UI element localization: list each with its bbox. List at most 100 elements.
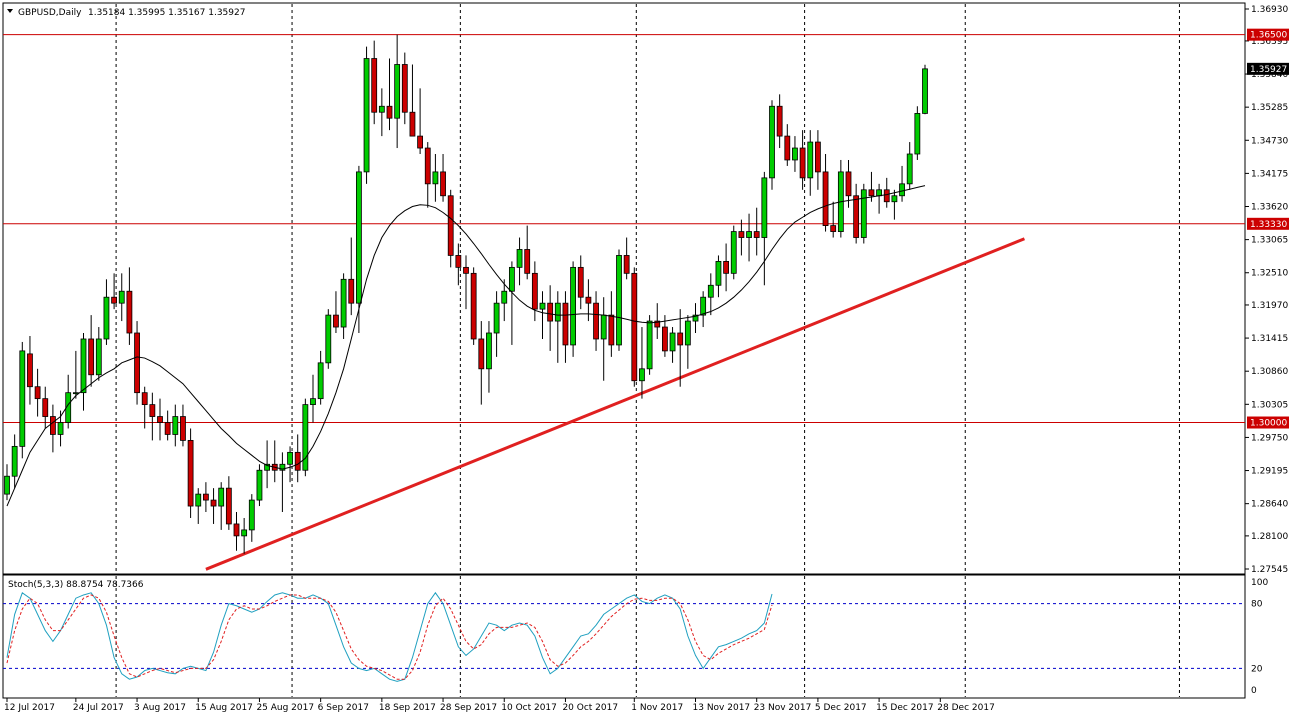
candle-up (95, 338, 102, 376)
candle-down (164, 422, 171, 435)
candle-up (554, 302, 561, 322)
price-tick-label: 1.31970 (1251, 301, 1288, 311)
candle-down (210, 499, 217, 507)
candle-down (111, 296, 117, 304)
candle-up (914, 113, 921, 155)
candle-down (333, 314, 339, 328)
stoch-tick-label: 80 (1251, 600, 1263, 610)
candle-down (409, 111, 416, 137)
candle-up (279, 463, 286, 471)
candle-down (294, 451, 301, 471)
time-tick-label: 20 Oct 2017 (562, 703, 618, 713)
price-tick-label: 1.32510 (1251, 269, 1288, 279)
time-tick-label: 28 Dec 2017 (937, 703, 995, 713)
candle-up (769, 105, 775, 179)
candle-down (141, 392, 148, 406)
candle-down (50, 416, 56, 435)
time-tick-label: 15 Aug 2017 (195, 703, 253, 713)
candle-down (577, 266, 584, 298)
candle-down (776, 105, 783, 137)
candle-down (868, 189, 875, 197)
candle-up (922, 68, 928, 114)
candle-down (654, 320, 661, 328)
time-tick-label: 1 Nov 2017 (631, 703, 683, 713)
candle-up (195, 493, 202, 507)
time-tick-label: 12 Jul 2017 (4, 703, 55, 713)
candle-up (378, 105, 385, 113)
candle-up (516, 249, 523, 268)
horizontal-levels (3, 34, 1245, 424)
level-label: 1.33330 (1250, 220, 1287, 230)
candle-up (616, 255, 622, 346)
level-label-box (1247, 28, 1289, 41)
candle-up (325, 314, 332, 364)
candle-up (539, 302, 546, 310)
moving-average-layer (6, 185, 926, 507)
candle-down (799, 147, 806, 179)
price-tick-label: 1.28100 (1251, 532, 1288, 542)
candle-down (723, 261, 729, 274)
candle-down (845, 171, 852, 197)
candle-down (202, 493, 209, 501)
candle-up (355, 171, 362, 304)
candle-up (807, 141, 814, 179)
time-tick-label: 13 Nov 2017 (693, 703, 751, 713)
time-tick-label: 28 Sep 2017 (440, 703, 497, 713)
candle-up (256, 469, 263, 501)
chevron-down-icon[interactable] (7, 9, 13, 13)
level-label: 1.36500 (1250, 31, 1287, 41)
candle-down (562, 302, 569, 346)
price-tick-label: 1.29750 (1251, 433, 1288, 443)
candle-down (42, 398, 49, 417)
candle-down (187, 440, 194, 507)
candle-up (19, 350, 26, 447)
trendline-layer (205, 237, 1026, 571)
candle-up (493, 302, 500, 334)
stoch-tick-label: 20 (1251, 664, 1263, 674)
candle-up (906, 153, 913, 185)
candle-up (363, 58, 370, 173)
candle-down (440, 171, 446, 197)
current-price-label: 1.35927 (1250, 65, 1287, 75)
candle-down (784, 135, 791, 161)
candle-down (738, 231, 745, 238)
candle-down (371, 58, 378, 113)
candle-down (677, 332, 684, 346)
time-tick-label: 25 Aug 2017 (256, 703, 314, 713)
time-tick-label: 23 Nov 2017 (754, 703, 812, 713)
candle-down (470, 272, 477, 340)
level-label-box (1247, 416, 1289, 429)
stochastic-layer: 100 80 20 0 (3, 578, 1268, 696)
candle-up (340, 278, 347, 328)
candles-layer (4, 34, 928, 554)
candle-down (225, 487, 232, 525)
candle-down (386, 105, 393, 119)
current-price-label-box (1247, 62, 1289, 75)
candle-down (608, 314, 615, 346)
price-tick-label: 1.35285 (1251, 103, 1288, 113)
candle-up (302, 404, 309, 471)
candle-down (157, 416, 163, 423)
candle-up (646, 320, 653, 370)
price-tick-label: 1.33065 (1251, 236, 1288, 246)
candle-down (883, 189, 890, 203)
candle-down (753, 231, 760, 238)
candle-up (11, 445, 18, 477)
price-tick-label: 1.34730 (1251, 136, 1288, 146)
candle-down (180, 416, 186, 441)
candle-up (310, 398, 316, 406)
candle-down (524, 249, 531, 274)
time-tick-label: 3 Aug 2017 (134, 703, 186, 713)
time-tick-label: 10 Oct 2017 (501, 703, 557, 713)
candle-down (662, 326, 668, 352)
candle-down (401, 64, 408, 113)
price-tick-label: 1.30305 (1251, 400, 1288, 410)
time-axis: 12 Jul 2017 24 Jul 2017 3 Aug 2017 15 Aug 2… (4, 698, 995, 713)
candle-down (149, 404, 156, 417)
candle-up (172, 416, 179, 435)
time-tick-label: 6 Sep 2017 (318, 703, 369, 713)
candle-up (317, 362, 324, 400)
price-tick-label: 1.30860 (1251, 367, 1288, 377)
ohlc-readout: 1.35184 1.35995 1.35167 1.35927 (88, 8, 245, 18)
